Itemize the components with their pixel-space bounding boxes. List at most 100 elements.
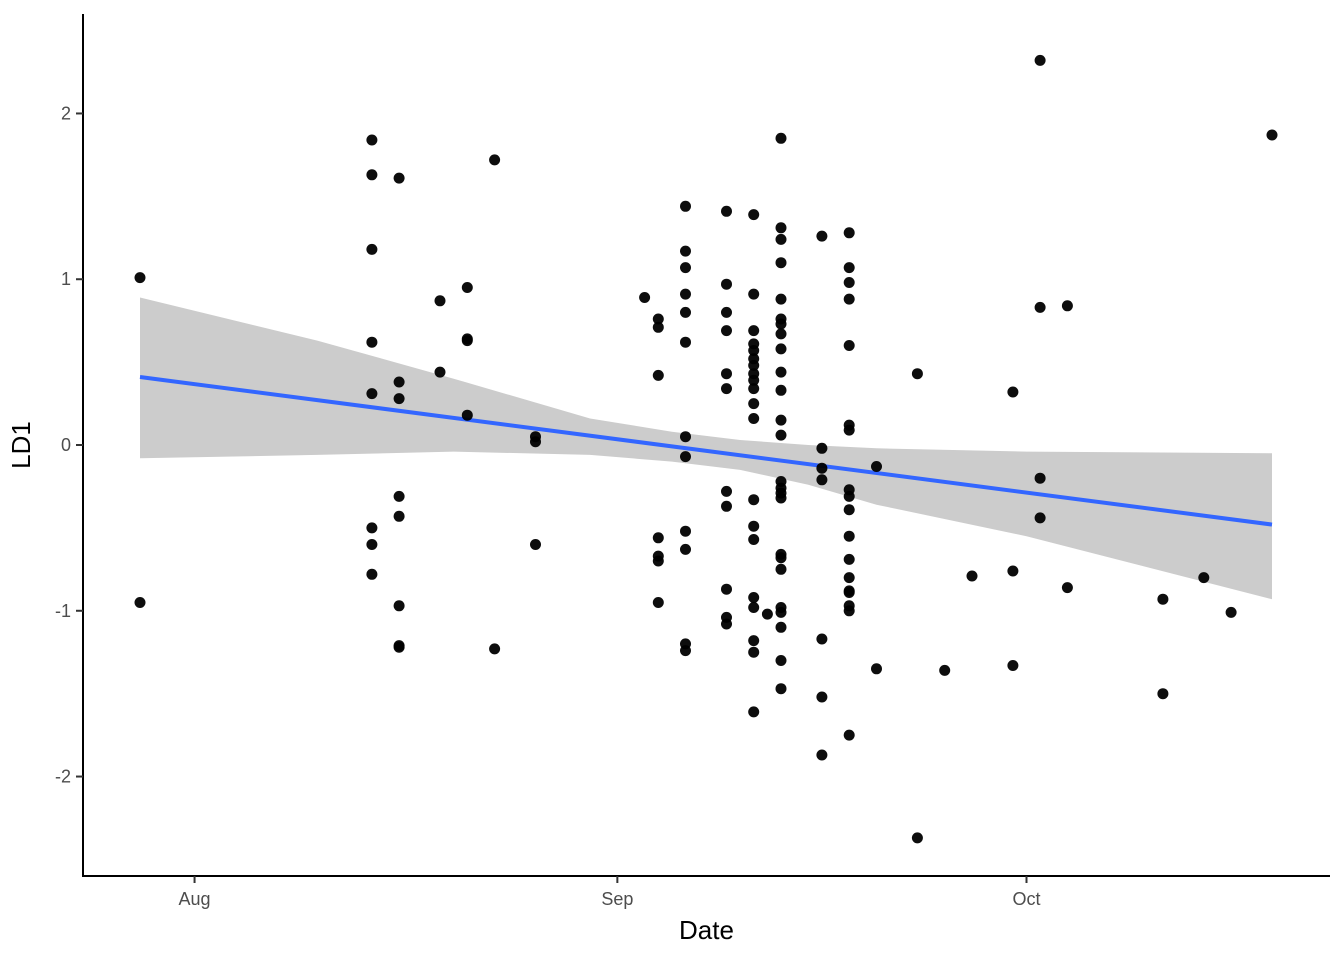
data-point (721, 306, 732, 318)
y-tick-label: 1 (61, 269, 71, 289)
data-point (680, 245, 691, 257)
data-point (639, 292, 651, 303)
data-point (1266, 129, 1278, 141)
data-point (816, 230, 828, 242)
data-point (748, 398, 760, 410)
data-point (680, 200, 691, 212)
data-point (1007, 386, 1019, 398)
x-tick-label: Sep (601, 889, 633, 909)
data-point (911, 832, 923, 844)
data-point (434, 295, 446, 307)
data-point (843, 340, 855, 351)
x-tick-label: Aug (179, 889, 211, 909)
data-point (939, 664, 951, 676)
x-tick-label: Oct (1012, 889, 1040, 909)
axes-layer: -2 -1 0 1 2 Aug Sep Oct (55, 14, 1330, 909)
data-point (393, 393, 405, 405)
data-point (652, 313, 664, 325)
data-point (366, 388, 378, 400)
data-point (775, 492, 787, 504)
data-point (775, 414, 787, 426)
data-point (721, 500, 732, 512)
data-point (775, 132, 787, 144)
data-point (775, 621, 787, 633)
data-point (748, 520, 760, 532)
data-point (721, 205, 732, 217)
x-axis-ticks: Aug Sep Oct (179, 876, 1041, 909)
data-point (775, 606, 787, 618)
data-point (366, 336, 378, 348)
data-point (843, 293, 855, 305)
data-point (366, 522, 378, 534)
data-point (748, 534, 760, 545)
data-point (1034, 472, 1046, 484)
data-point (366, 539, 378, 550)
data-point (461, 409, 473, 421)
data-point (775, 552, 787, 564)
data-point (721, 485, 732, 497)
data-point (393, 641, 405, 653)
data-point (775, 233, 787, 245)
x-axis-title: Date (679, 915, 734, 945)
data-point (775, 257, 787, 269)
data-point (843, 504, 855, 516)
data-point (393, 490, 405, 502)
data-point (489, 154, 501, 166)
data-point (748, 494, 760, 506)
y-tick-label: -2 (55, 767, 71, 787)
data-point (748, 413, 760, 424)
data-point (775, 366, 787, 378)
data-point (748, 345, 760, 356)
data-point (843, 530, 855, 542)
data-point (721, 368, 732, 380)
confidence-band (140, 297, 1272, 600)
trend-line-layer (139, 375, 1273, 527)
data-point (134, 597, 146, 608)
data-point (1034, 54, 1046, 66)
data-point (966, 570, 978, 582)
data-point (680, 543, 691, 555)
data-point (775, 683, 787, 695)
data-point (1061, 300, 1073, 312)
data-point (775, 222, 787, 234)
points-layer (134, 54, 1278, 844)
data-point (911, 368, 923, 380)
data-point (680, 451, 691, 463)
y-tick-label: -1 (55, 601, 71, 621)
data-point (843, 424, 855, 436)
data-point (680, 336, 691, 348)
y-tick-label: 0 (61, 435, 71, 455)
data-point (652, 555, 664, 567)
data-point (1157, 593, 1169, 605)
data-point (775, 384, 787, 396)
data-point (816, 633, 828, 645)
data-point (748, 359, 760, 371)
data-point (489, 643, 501, 655)
data-point (1034, 512, 1046, 524)
data-point (816, 442, 828, 454)
data-point (530, 436, 541, 448)
data-point (816, 462, 828, 474)
data-point (393, 510, 405, 522)
data-point (366, 568, 378, 580)
data-point (775, 328, 787, 340)
data-point (871, 663, 882, 675)
confidence-band-layer (140, 297, 1272, 600)
y-axis-ticks: -2 -1 0 1 2 (55, 103, 83, 787)
data-point (748, 635, 760, 647)
data-point (843, 605, 855, 617)
data-point (1157, 688, 1169, 700)
data-point (721, 278, 732, 290)
data-point (1034, 301, 1046, 313)
data-point (393, 376, 405, 388)
data-point (775, 655, 787, 666)
data-point (748, 209, 760, 221)
data-point (366, 134, 378, 146)
data-point (843, 277, 855, 288)
data-point (721, 618, 732, 630)
data-point (816, 749, 828, 761)
data-point (461, 335, 473, 347)
data-point (1007, 565, 1019, 577)
data-point (393, 600, 405, 612)
